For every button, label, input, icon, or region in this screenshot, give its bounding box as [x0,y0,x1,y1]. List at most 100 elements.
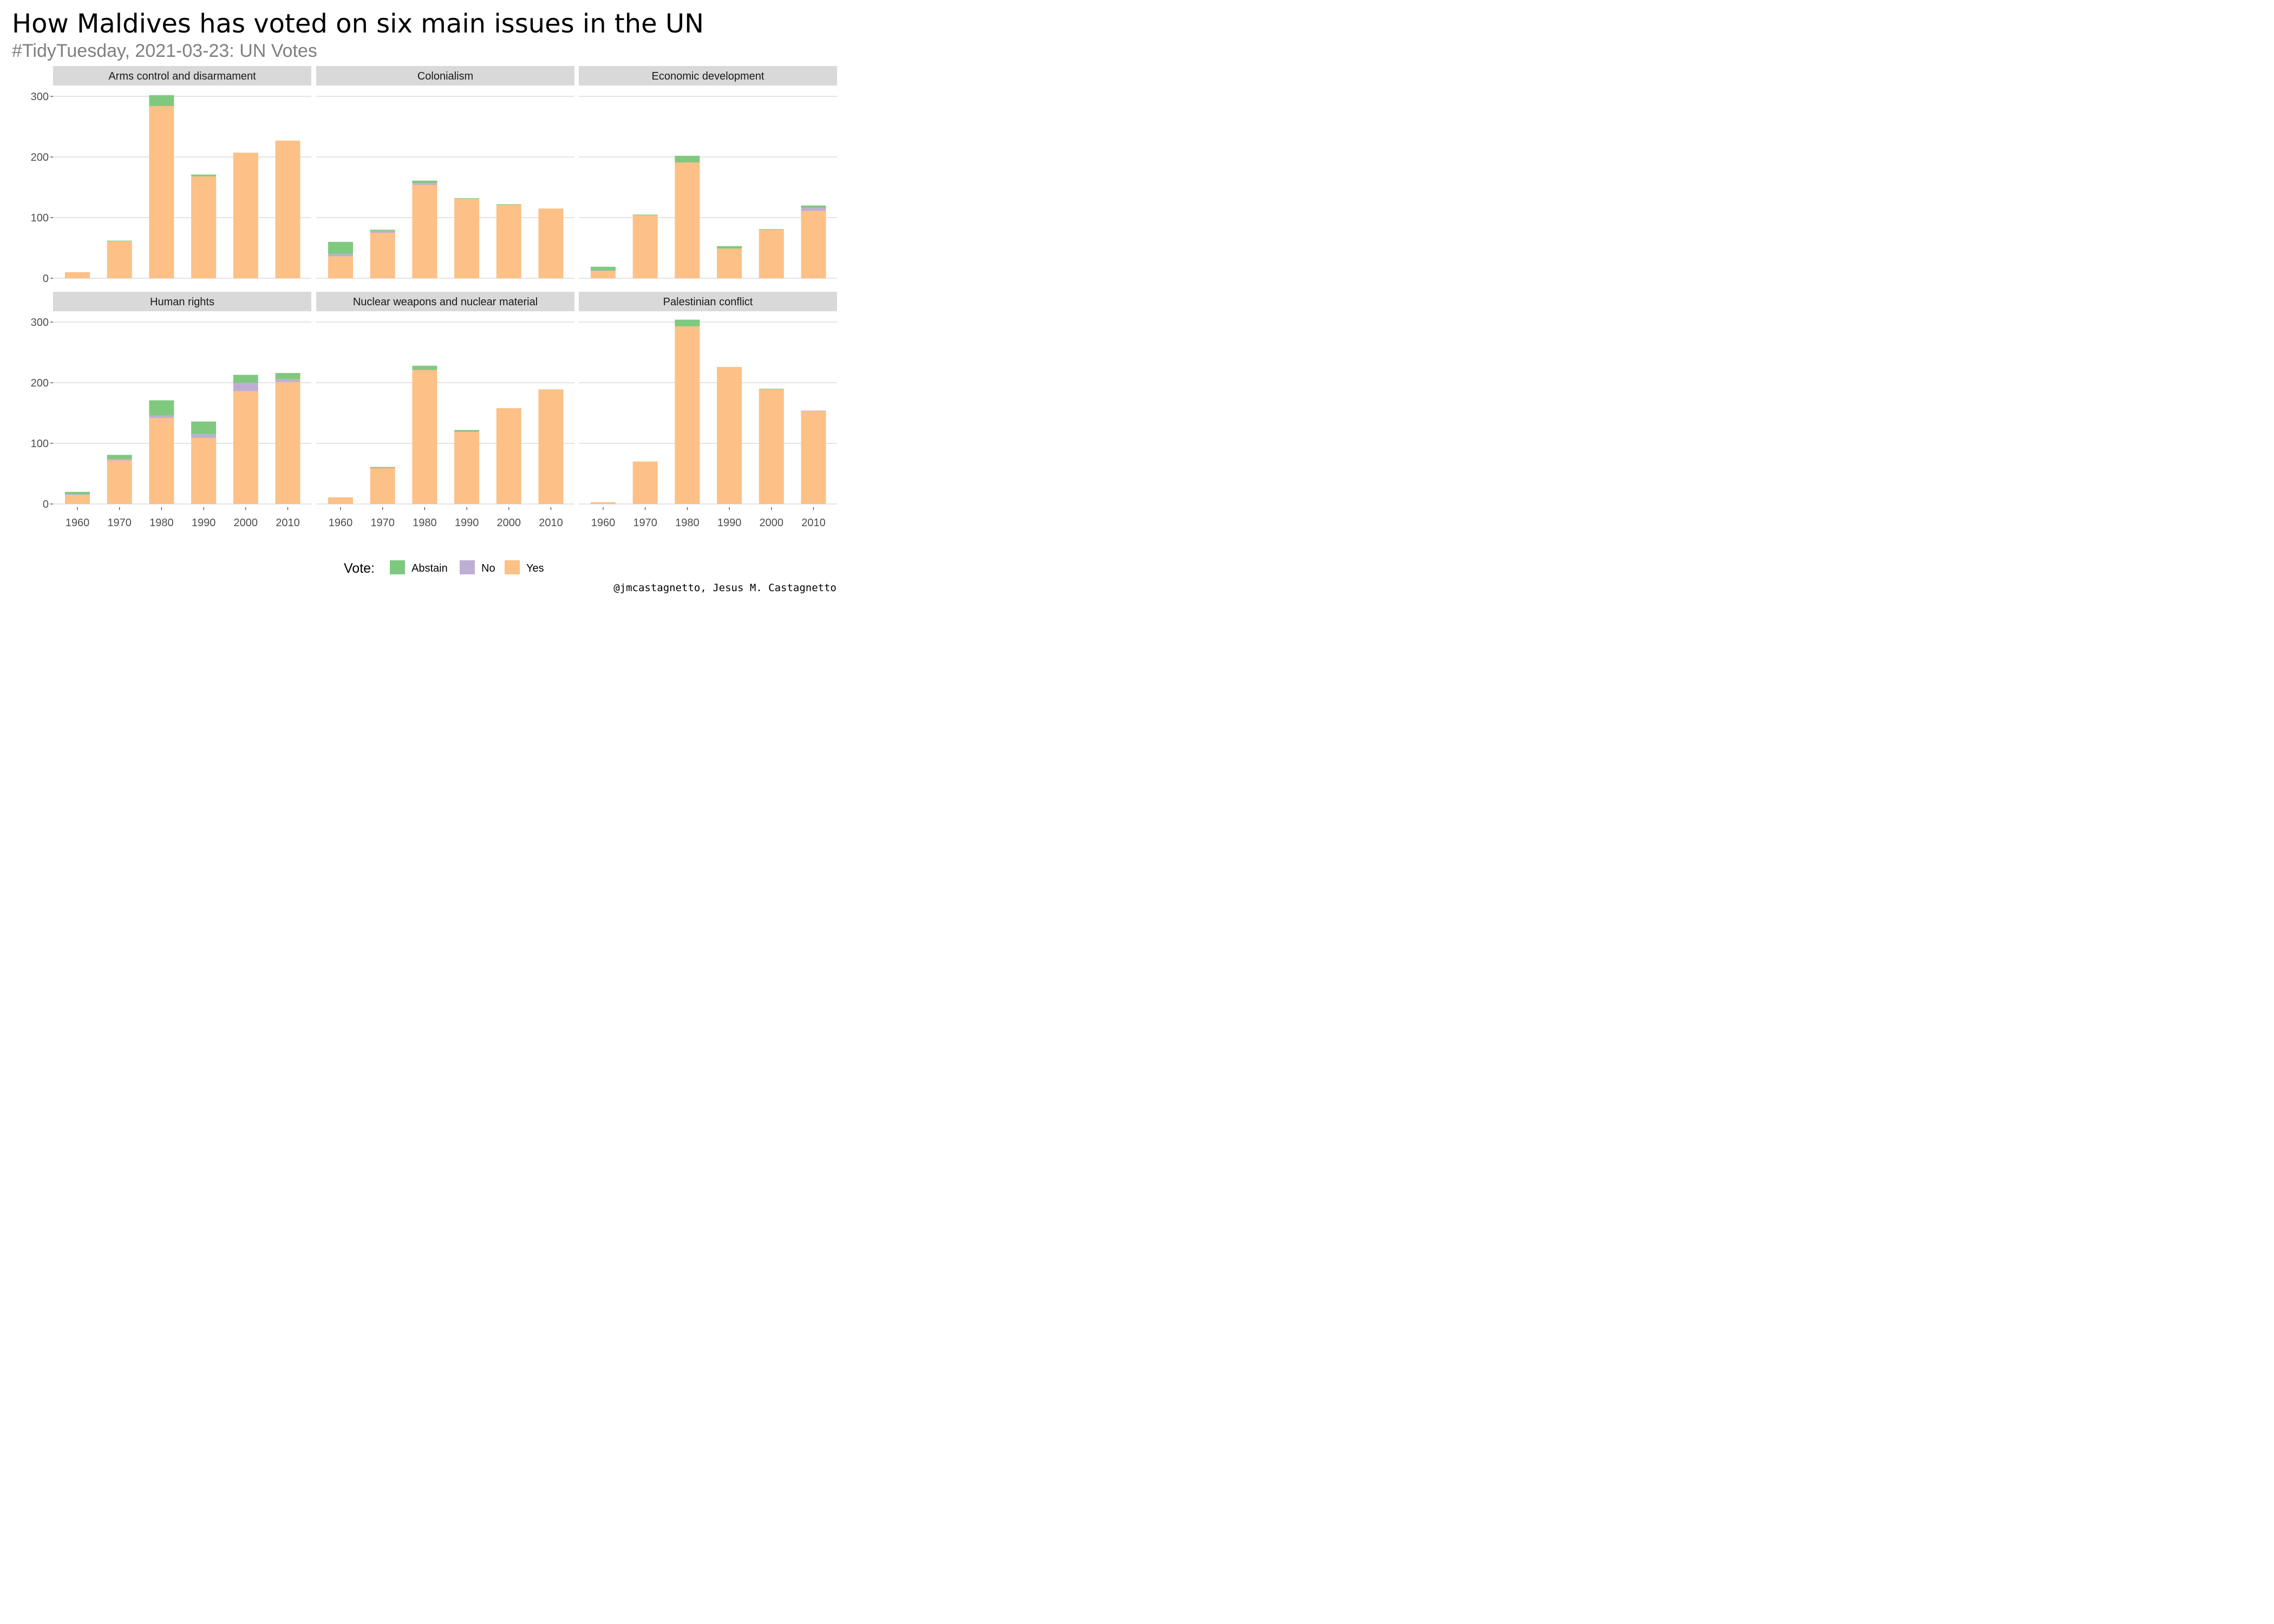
bar-abstain [675,319,700,326]
x-tick-label: 2010 [539,517,563,529]
bar-yes [538,208,564,278]
bar-yes [370,468,395,504]
bar-yes [328,256,353,278]
bar-abstain [412,365,437,370]
bar-yes [412,370,437,504]
bar-yes [759,230,784,278]
bar-abstain [275,373,300,379]
facet-panel: Human rights 0 100 200 300 1960 1970 1980 1990 20… [31,292,311,529]
facet-panel: Nuclear weapons and nuclear material 1960… [316,292,574,529]
facet-panel: Palestinian conflict 1960 1970 1980 1990 2000… [579,292,837,529]
bar-no [328,254,353,257]
x-tick-label: 2010 [276,517,300,529]
facet-strip [316,292,574,311]
bar-abstain [454,198,480,199]
facet-panels: Arms control and disarmament 0 100 200 300 Co… [31,66,837,529]
bar-abstain [149,400,174,416]
bar-abstain [370,467,395,468]
y-tick-label: 100 [31,438,49,450]
bar-no [233,383,258,391]
bar-yes [675,162,700,278]
bar-yes [275,140,300,278]
bar-no [107,459,132,461]
facet-strip [579,292,837,311]
bar-yes [801,211,826,278]
x-tick-label: 2010 [801,517,826,529]
facet-panel: Arms control and disarmament 0 100 200 300 [31,66,311,285]
x-tick-label: 1980 [413,517,437,529]
facet-strip-label: Human rights [150,296,214,308]
facet-strip-label: Economic development [652,70,764,82]
x-tick-label: 1960 [66,517,90,529]
bar-abstain [717,246,742,249]
y-tick-label: 0 [43,499,49,510]
facet-strip-label: Arms control and disarmament [108,70,256,82]
bar-yes [632,461,658,504]
bar-yes [107,241,132,278]
bar-yes [233,153,258,278]
x-tick-label: 1970 [633,517,657,529]
bar-yes [149,417,174,504]
y-tick-label: 100 [31,212,49,224]
chart-subtitle: #TidyTuesday, 2021-03-23: UN Votes [12,41,317,61]
bar-yes [65,495,90,504]
bar-yes [591,271,616,278]
legend-title: Vote: [344,561,375,576]
legend-label-no: No [481,562,495,574]
bar-abstain [107,455,132,460]
y-tick-label: 300 [31,317,49,329]
bar-abstain [675,155,700,163]
bar-yes [233,391,258,504]
bar-no [801,208,826,211]
facet-strip-label: Nuclear weapons and nuclear material [353,296,538,308]
chart-title: How Maldives has voted on six main issue… [12,9,704,39]
bar-yes [717,366,742,504]
bar-yes [759,389,784,504]
bar-no [65,494,90,495]
bar-abstain [191,421,217,435]
x-tick-label: 1960 [329,517,353,529]
bar-abstain [591,266,616,271]
bar-abstain [233,375,258,383]
bar-yes [496,408,521,504]
bar-yes [412,185,437,278]
x-tick-label: 2000 [760,517,784,529]
facet-panel: Colonialism [316,66,574,279]
bar-abstain [801,205,826,208]
bar-yes [191,437,217,504]
x-tick-label: 1980 [149,517,174,529]
legend-key-abstain [390,560,405,574]
bar-abstain [496,204,521,205]
bar-yes [149,106,174,279]
x-tick-label: 1990 [192,517,216,529]
bar-no [275,379,300,382]
caption: @jmcastagnetto, Jesus M. Castagnetto [613,582,837,594]
bar-yes [454,199,480,278]
bar-abstain [149,95,174,106]
facet-strip [53,66,311,86]
bar-yes [496,205,521,278]
bar-yes [191,176,217,278]
bar-abstain [370,230,395,231]
x-tick-label: 1990 [717,517,742,529]
bar-yes [65,272,90,278]
y-tick-label: 300 [31,91,49,103]
bar-yes [370,233,395,278]
bar-abstain [412,180,437,184]
bar-yes [275,382,300,504]
bar-no [191,434,217,438]
facet-strip-label: Colonialism [417,70,473,82]
bar-abstain [191,174,217,176]
bar-yes [538,389,564,504]
x-tick-label: 1970 [370,517,395,529]
bar-no [412,183,437,185]
x-tick-label: 1990 [455,517,479,529]
bar-yes [328,497,353,504]
facet-strip [316,66,574,86]
bar-yes [454,431,480,504]
x-tick-label: 1980 [675,517,700,529]
x-tick-label: 1970 [107,517,132,529]
legend-label-yes: Yes [526,562,544,574]
facet-strip [53,292,311,311]
legend-key-yes [505,560,520,574]
